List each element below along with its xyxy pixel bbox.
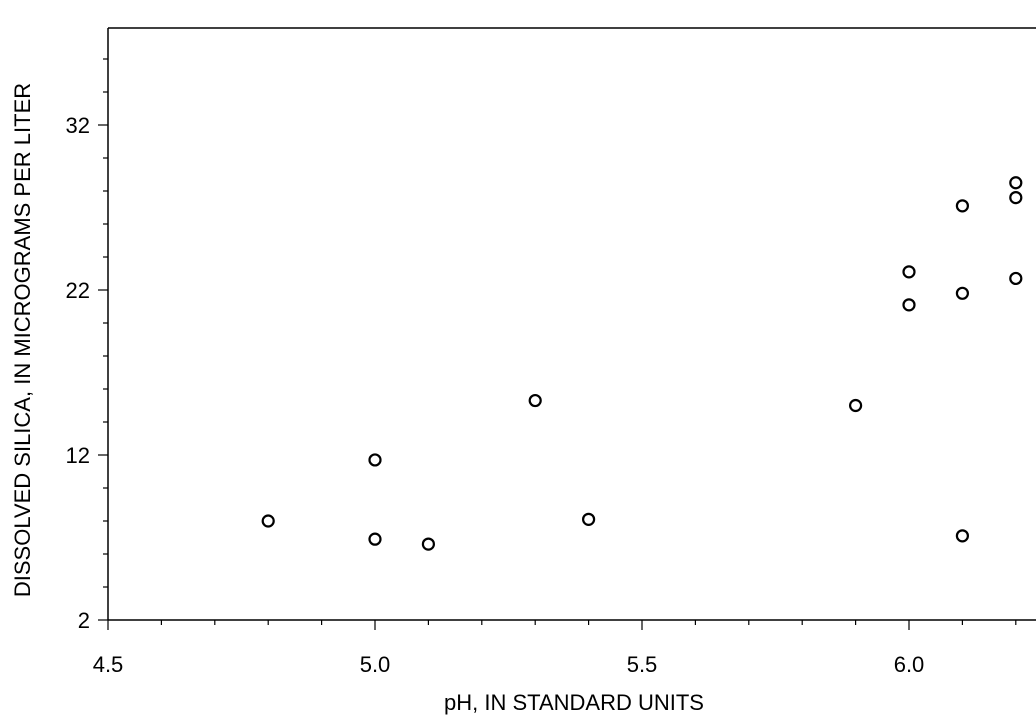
y-tick-label: 12: [66, 443, 90, 468]
data-point: [848, 398, 863, 413]
x-tick-label: 4.5: [93, 652, 124, 677]
data-point: [902, 298, 916, 312]
y-axis: 2 12 22 32: [66, 58, 108, 633]
x-tick-label: 5.0: [360, 652, 391, 677]
data-point: [955, 286, 970, 300]
data-point: [902, 265, 916, 279]
data-point: [1009, 271, 1023, 286]
data-point: [1009, 176, 1023, 190]
y-axis-title: DISSOLVED SILICA, IN MICROGRAMS PER LITE…: [10, 83, 35, 597]
data-point: [1009, 191, 1023, 205]
plot-frame: [107, 27, 1036, 621]
x-axis-title: pH, IN STANDARD UNITS: [444, 690, 704, 715]
data-point: [528, 393, 542, 408]
y-tick-label: 32: [66, 113, 90, 138]
y-tick-label: 22: [66, 278, 90, 303]
x-tick-label: 5.5: [627, 652, 658, 677]
data-point: [368, 532, 382, 546]
x-tick-label: 6.0: [894, 652, 925, 677]
data-point: [368, 453, 382, 467]
data-point: [955, 529, 970, 543]
y-tick-label: 2: [78, 608, 90, 633]
data-point: [261, 514, 275, 528]
data-point: [421, 537, 435, 551]
x-axis: 4.55.05.56.06.57.07.5: [93, 620, 1017, 677]
data-point: [581, 512, 596, 526]
data-point: [955, 199, 970, 213]
data-points: [261, 176, 1023, 551]
